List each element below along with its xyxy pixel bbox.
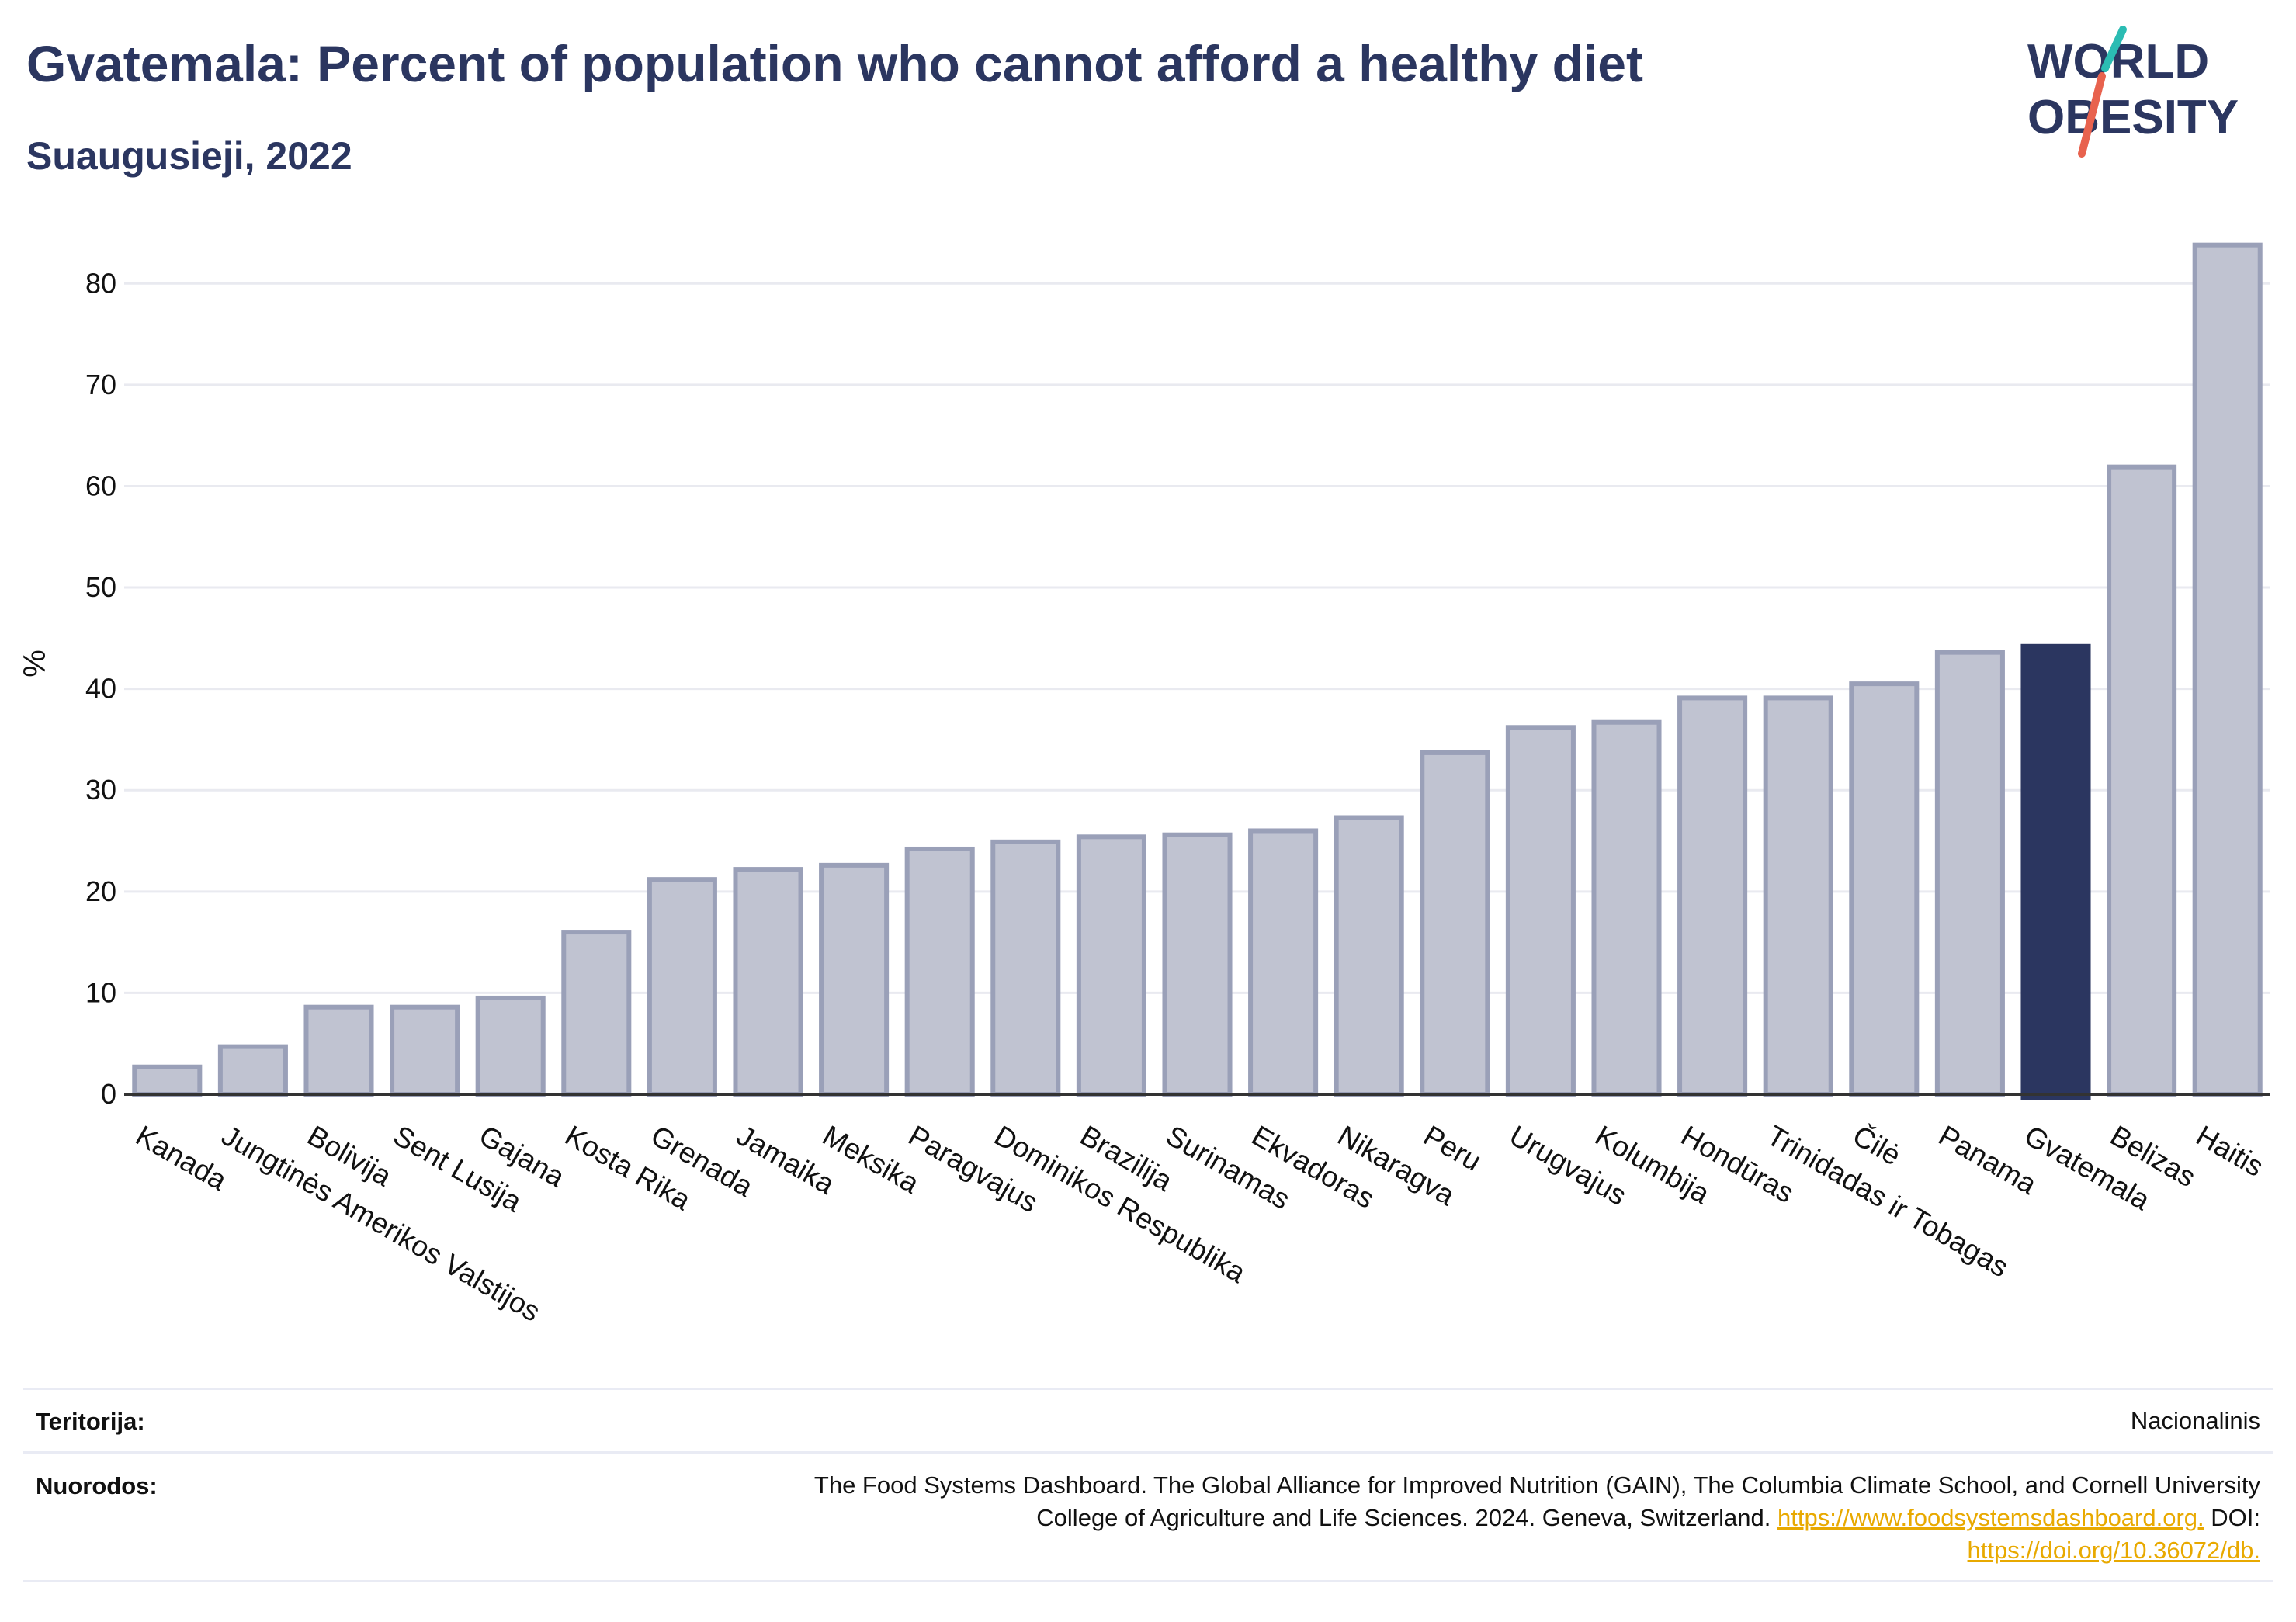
footer-divider-middle bbox=[23, 1451, 2273, 1454]
y-tick-label: 60 bbox=[85, 470, 116, 501]
bar-11 bbox=[1076, 834, 1146, 1097]
footer-divider-bottom bbox=[23, 1580, 2273, 1582]
y-tick-label: 70 bbox=[85, 369, 116, 400]
chart-subtitle: Suaugusieji, 2022 bbox=[26, 134, 352, 178]
x-tick-label: Meksika bbox=[817, 1119, 924, 1200]
bar-4 bbox=[475, 995, 546, 1097]
bar-5 bbox=[561, 930, 632, 1097]
bar-21 bbox=[1934, 650, 2005, 1097]
bar-15 bbox=[1420, 750, 1490, 1097]
bar-20 bbox=[1849, 681, 1920, 1097]
sources-label: Nuorodos: bbox=[36, 1472, 158, 1499]
bar-12 bbox=[1162, 832, 1233, 1097]
bar-10 bbox=[990, 839, 1061, 1097]
territory-label: Teritorija: bbox=[36, 1408, 145, 1435]
y-tick-label: 10 bbox=[85, 976, 116, 1008]
bar-17 bbox=[1591, 719, 1662, 1097]
bar-9 bbox=[904, 846, 975, 1097]
bar-23 bbox=[2107, 464, 2177, 1097]
sources-line2: College of Agriculture and Life Sciences… bbox=[1036, 1504, 1777, 1531]
bars bbox=[132, 242, 2263, 1100]
bar-3 bbox=[390, 1004, 460, 1097]
territory-value: Nacionalinis bbox=[2130, 1407, 2260, 1434]
x-tick-label: Panama bbox=[1934, 1119, 2042, 1201]
logo-slash-bottom bbox=[2078, 72, 2106, 158]
y-tick-label: 80 bbox=[85, 267, 116, 299]
sources-link-dashboard[interactable]: https://www.foodsystemsdashboard.org. bbox=[1777, 1504, 2204, 1531]
y-tick-labels: 0 10 20 30 40 50 60 70 80 bbox=[85, 267, 116, 1110]
bar-14 bbox=[1334, 815, 1404, 1097]
bar-13 bbox=[1248, 828, 1319, 1097]
y-tick-label: 30 bbox=[85, 774, 116, 806]
bar-18 bbox=[1677, 695, 1748, 1097]
world-obesity-logo: WORLD OBESITY bbox=[2027, 26, 2239, 158]
bar-8 bbox=[819, 862, 890, 1097]
y-tick-label: 0 bbox=[101, 1078, 116, 1110]
logo-slash-top bbox=[2101, 26, 2127, 72]
sources-line1: The Food Systems Dashboard. The Global A… bbox=[813, 1471, 2260, 1499]
footer-territory-row: Teritorija: Nacionalinis bbox=[23, 1405, 2273, 1444]
bar-7 bbox=[733, 867, 803, 1097]
bar-19 bbox=[1763, 695, 1833, 1097]
bar-1 bbox=[217, 1044, 288, 1097]
y-tick-label: 50 bbox=[85, 571, 116, 603]
bar-2 bbox=[303, 1004, 374, 1097]
sources-link-doi[interactable]: https://doi.org/10.36072/db. bbox=[1967, 1537, 2260, 1564]
footer-sources-row: Nuorodos: The Food Systems Dashboard. Th… bbox=[23, 1469, 2273, 1586]
footer-divider-top bbox=[23, 1388, 2273, 1390]
y-tick-label: 40 bbox=[85, 673, 116, 705]
bar-6 bbox=[647, 877, 717, 1097]
x-tick-label: Haitis bbox=[2190, 1119, 2269, 1183]
chart-title: Gvatemala: Percent of population who can… bbox=[26, 35, 1643, 92]
bar-0 bbox=[132, 1064, 203, 1097]
sources-text: The Food Systems Dashboard. The Global A… bbox=[475, 1469, 2260, 1567]
logo-line2: OBESITY bbox=[2027, 91, 2239, 144]
sources-doi-label: DOI: bbox=[2204, 1504, 2260, 1531]
bar-22 bbox=[2020, 643, 2091, 1100]
y-axis-label: % bbox=[18, 650, 52, 678]
bar-16 bbox=[1505, 725, 1576, 1097]
x-tick-label: Kanada bbox=[130, 1119, 232, 1197]
x-tick-label: Čilė bbox=[1847, 1119, 1906, 1171]
y-tick-label: 20 bbox=[85, 875, 116, 907]
bar-24 bbox=[2192, 242, 2263, 1097]
